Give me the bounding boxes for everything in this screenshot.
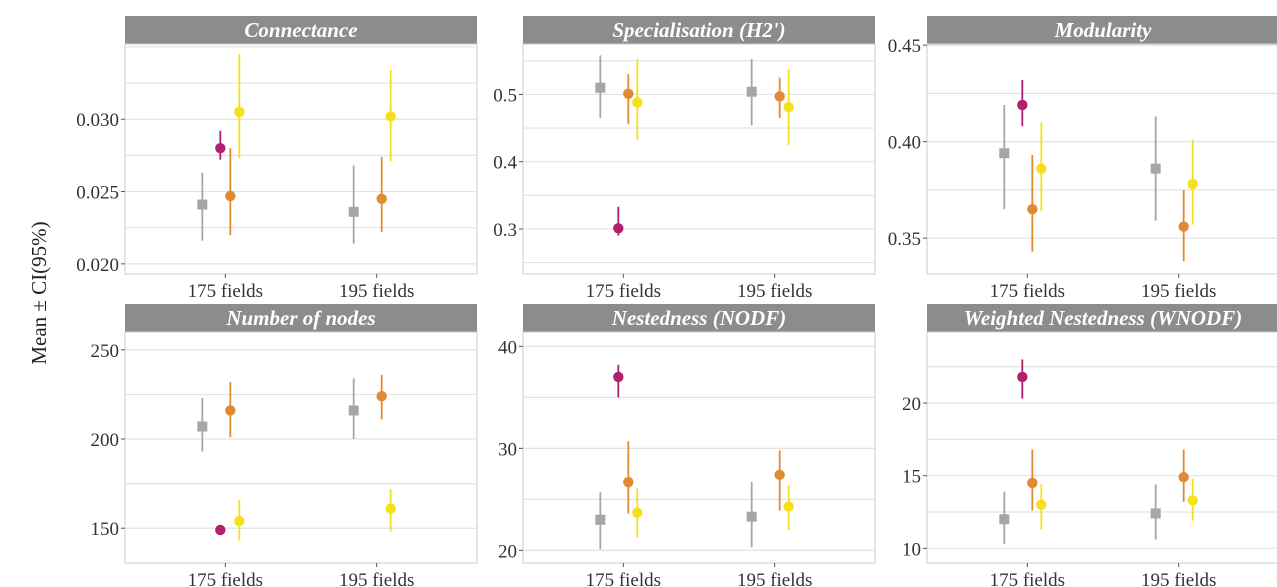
mean-point-yellow (385, 503, 396, 514)
y-tick-label: 0.025 (76, 183, 119, 204)
x-tick-label: 175 fields (586, 570, 661, 587)
y-tick-label: 0.5 (493, 85, 517, 106)
y-tick-label: 0.020 (76, 255, 119, 276)
mean-point-grey (348, 206, 359, 217)
mean-point-grey (348, 405, 359, 416)
x-tick-label: 175 fields (586, 281, 661, 302)
mean-point-yellow (1187, 178, 1198, 190)
y-tick-label: 20 (498, 541, 517, 562)
facet-title: Nestedness (NODF) (611, 306, 786, 330)
mean-point-magenta (1017, 371, 1028, 383)
mean-point-grey (197, 421, 208, 432)
mean-point-magenta (613, 371, 624, 383)
mean-point-grey (999, 148, 1010, 159)
facet-title: Weighted Nestedness (WNODF) (964, 306, 1242, 330)
panels-group: Connectance 0.020 0.025 0.030 175 fields 195 … (76, 16, 1277, 587)
mean-point-yellow (783, 102, 794, 113)
facet-title: Modularity (1054, 18, 1153, 42)
facet-panel: Weighted Nestedness (WNODF) 10 15 20 175 fie… (902, 304, 1277, 587)
mean-point-yellow (632, 97, 643, 108)
y-tick-label: 20 (902, 394, 921, 415)
x-tick-label: 195 fields (339, 281, 414, 302)
mean-point-orange (774, 91, 785, 102)
y-tick-label: 0.030 (76, 110, 119, 131)
facet-panel: Specialisation (H2') 0.3 0.4 0.5 175 fields 1… (493, 16, 876, 302)
mean-point-yellow (783, 501, 794, 512)
facet-title: Specialisation (H2') (612, 18, 785, 42)
x-tick-label: 175 fields (990, 281, 1065, 302)
facet-panel: Nestedness (NODF) 20 30 40 175 fields 195 fie… (498, 304, 876, 587)
mean-point-orange (623, 88, 634, 99)
mean-point-magenta (215, 524, 226, 536)
mean-point-orange (1027, 203, 1038, 215)
mean-point-magenta (215, 142, 226, 154)
y-tick-label: 0.4 (493, 153, 517, 174)
facet-panel: Connectance 0.020 0.025 0.030 175 fields 195 … (76, 16, 478, 302)
mean-point-grey (197, 199, 208, 210)
mean-point-orange (225, 190, 236, 202)
mean-point-grey (999, 514, 1010, 525)
mean-point-orange (1027, 477, 1038, 489)
mean-point-yellow (1036, 163, 1047, 174)
y-tick-label: 150 (91, 519, 120, 540)
x-tick-label: 195 fields (1141, 570, 1216, 587)
mean-point-grey (1150, 163, 1161, 174)
x-tick-label: 195 fields (1141, 281, 1216, 302)
mean-point-grey (1150, 508, 1161, 519)
mean-point-orange (774, 469, 785, 481)
plot-panel (124, 43, 478, 275)
mean-point-yellow (234, 106, 245, 118)
mean-point-orange (1178, 221, 1189, 232)
y-tick-label: 40 (498, 337, 517, 358)
y-tick-label: 10 (902, 539, 921, 560)
y-tick-label: 15 (902, 467, 921, 488)
y-tick-label: 0.35 (888, 229, 921, 250)
facet-title: Connectance (244, 18, 357, 42)
x-tick-label: 175 fields (188, 281, 263, 302)
x-tick-label: 175 fields (990, 570, 1065, 587)
x-tick-label: 195 fields (737, 570, 812, 587)
y-tick-label: 0.45 (888, 36, 921, 57)
mean-point-magenta (613, 223, 624, 234)
plot-panel (522, 331, 876, 564)
x-tick-label: 175 fields (188, 570, 263, 587)
plot-panel (926, 43, 1277, 275)
mean-point-yellow (1036, 499, 1047, 510)
facet-title: Number of nodes (225, 306, 375, 330)
mean-point-yellow (385, 111, 396, 122)
y-tick-label: 0.3 (493, 220, 517, 241)
facet-panel: Modularity 0.35 0.40 0.45 175 fields 195 fiel… (888, 16, 1277, 302)
mean-point-orange (1178, 471, 1189, 483)
mean-point-grey (595, 514, 606, 525)
mean-point-yellow (1187, 495, 1198, 506)
facet-strip (523, 16, 875, 44)
mean-point-orange (225, 405, 236, 416)
mean-point-grey (746, 86, 757, 97)
mean-point-grey (746, 511, 757, 522)
plot-panel (522, 43, 876, 275)
y-tick-label: 30 (498, 439, 517, 460)
facet-strip (125, 16, 477, 44)
y-tick-label: 0.40 (888, 133, 921, 154)
y-tick-label: 200 (91, 430, 120, 451)
y-axis-label: Mean ± CI(95%) (27, 221, 51, 364)
mean-point-orange (376, 193, 387, 204)
mean-point-orange (376, 391, 387, 402)
facet-strip (927, 16, 1277, 44)
plot-panel (124, 331, 478, 564)
facet-strip (927, 304, 1277, 332)
y-tick-label: 250 (91, 341, 120, 362)
x-tick-label: 195 fields (339, 570, 414, 587)
plot-panel (926, 331, 1277, 564)
mean-point-grey (595, 82, 606, 93)
mean-point-yellow (234, 515, 245, 527)
mean-point-yellow (632, 507, 643, 518)
facet-strip (523, 304, 875, 332)
facet-panel: Number of nodes 150 200 250 175 fields 195 fi… (91, 304, 478, 587)
mean-point-magenta (1017, 99, 1028, 111)
facet-strip (125, 304, 477, 332)
x-tick-label: 195 fields (737, 281, 812, 302)
mean-point-orange (623, 476, 634, 488)
